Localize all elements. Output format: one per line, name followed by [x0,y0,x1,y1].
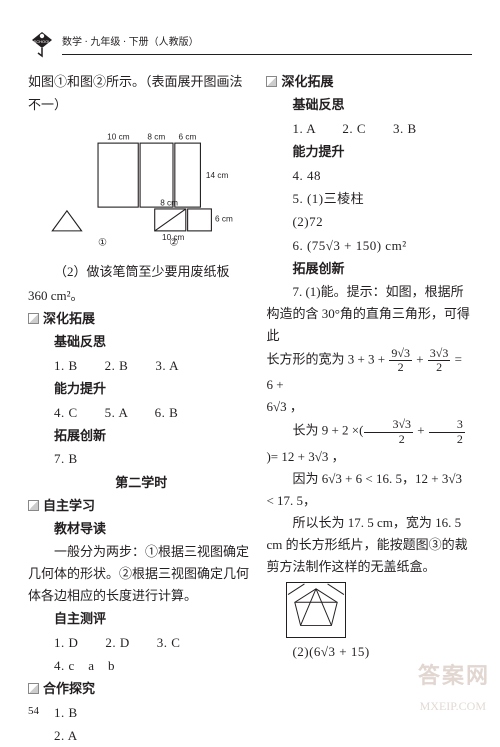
section-shenhua-r: 深化拓展 [266,70,470,93]
right-column: 深化拓展 基础反思 1. A 2. C 3. B 能力提升 4. 48 5. (… [266,70,470,747]
svg-text:6 cm: 6 cm [215,215,233,224]
heading-tuozhan: 拓展创新 [28,424,254,447]
r-ans-3: 5. (1)三棱柱 [266,187,470,210]
marker-icon [28,683,39,694]
fraction-4: 32 [429,418,465,445]
heading-jichu: 基础反思 [28,330,254,353]
svg-text:8 cm: 8 cm [148,132,166,141]
r-ans-5: 6. (75√3 + 150) cm² [266,234,470,257]
heading-ziping: 自主测评 [28,607,254,630]
r-para7d: 长为 9 + 2 ×(3√32 + 32)= 12 + 3√3 ， [266,418,470,467]
svg-text:②: ② [170,237,179,248]
section-hezuo: 合作探究 [28,677,254,700]
ans-row-3: 7. B [28,447,254,470]
p2-line2: 360 cm²。 [28,284,254,307]
svg-text:8 cm: 8 cm [160,198,178,207]
p2-line1: （2）做该笔筒至少要用废纸板 [28,260,254,283]
page-header: SCHOOL 数学 · 九年级 · 下册（人教版） [28,30,472,58]
heading-jiaocai: 教材导读 [28,517,254,540]
svg-text:14 cm: 14 cm [206,171,229,180]
heading-tuozhan-r: 拓展创新 [266,257,470,280]
fraction-3: 3√32 [364,418,413,445]
school-badge-icon: SCHOOL [28,30,56,58]
heading-jichu-r: 基础反思 [266,93,470,116]
ans-row-5: 4. c a b [28,654,254,677]
fraction-1: 9√32 [389,347,412,374]
header-title: 数学 · 九年级 · 下册（人教版） [62,34,472,55]
lesson2-heading: 第二学时 [28,471,254,494]
svg-text:6 cm: 6 cm [179,132,197,141]
heading-nengli: 能力提升 [28,377,254,400]
content-columns: 如图①和图②所示。（表面展开图画法不一） 10 cm 8 cm 6 cm [28,70,472,747]
r-para7f: 所以长为 17. 5 cm，宽为 16. 5 cm 的长方形纸片，能按题图③的裁… [266,512,470,578]
fraction-2: 3√32 [428,347,451,374]
marker-icon [28,500,39,511]
small-figure [286,582,346,638]
intro-text: 如图①和图②所示。（表面展开图画法不一） [28,70,254,117]
section-shenhua: 深化拓展 [28,307,254,330]
marker-icon [266,76,277,87]
r-para7c: 6√3 ， [266,396,470,418]
r-para7b: 长方形的宽为 3 + 3 + 9√32 + 3√32 = 6 + [266,347,470,396]
marker-icon [28,313,39,324]
unfolded-diagram: 10 cm 8 cm 6 cm 14 cm 8 cm 6 cm 10 cm ① … [28,123,254,258]
para-daodu: 一般分为两步：①根据三视图确定几何体的形状。②根据三视图确定几何体各边相应的长度… [28,541,254,607]
r-ans-8: (2)(6√3 + 15) [266,640,470,663]
r-ans-4: (2)72 [266,210,470,233]
r-ans-2: 4. 48 [266,164,470,187]
svg-text:SCHOOL: SCHOOL [34,39,52,44]
left-column: 如图①和图②所示。（表面展开图画法不一） 10 cm 8 cm 6 cm [28,70,254,747]
svg-text:①: ① [98,237,107,248]
ans-row-1: 1. B 2. B 3. A [28,354,254,377]
ans-row-6: 1. B [28,701,254,724]
ans-row-2: 4. C 5. A 6. B [28,401,254,424]
r-para7e: 因为 6√3 + 6 < 16. 5，12 + 3√3 < 17. 5， [266,468,470,512]
svg-text:10 cm: 10 cm [107,132,130,141]
r-para7a: 7. (1)能。提示：如图，根据所构造的含 30°角的直角三角形，可得此 [266,281,470,347]
ans-row-4: 1. D 2. D 3. C [28,631,254,654]
heading-nengli-r: 能力提升 [266,140,470,163]
page-number: 54 [28,702,39,722]
section-zizhu: 自主学习 [28,494,254,517]
r-ans-1: 1. A 2. C 3. B [266,117,470,140]
